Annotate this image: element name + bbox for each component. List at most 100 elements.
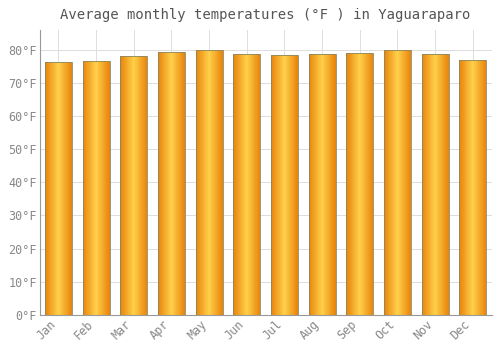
Bar <box>161 52 162 315</box>
Bar <box>316 54 318 315</box>
Bar <box>470 60 471 315</box>
Bar <box>288 55 289 315</box>
Bar <box>90 61 91 315</box>
Bar <box>403 50 404 315</box>
Bar <box>165 52 166 315</box>
Bar <box>327 54 328 315</box>
Bar <box>60 62 61 315</box>
Bar <box>271 55 272 315</box>
Bar <box>484 60 485 315</box>
Bar <box>465 60 466 315</box>
Bar <box>404 50 405 315</box>
Bar <box>391 50 392 315</box>
Bar <box>297 55 298 315</box>
Bar <box>107 61 108 315</box>
Bar <box>466 60 467 315</box>
Bar <box>218 50 219 315</box>
Bar <box>354 52 355 315</box>
Bar <box>474 60 475 315</box>
Bar <box>386 50 387 315</box>
Bar <box>469 60 470 315</box>
Bar <box>158 52 185 315</box>
Bar <box>430 54 431 315</box>
Bar <box>46 62 47 315</box>
Bar <box>201 50 202 315</box>
Bar <box>124 56 125 315</box>
Bar <box>276 55 277 315</box>
Bar <box>86 61 87 315</box>
Bar <box>427 54 428 315</box>
Bar <box>346 52 347 315</box>
Bar <box>49 62 50 315</box>
Bar <box>171 52 172 315</box>
Bar <box>326 54 327 315</box>
Bar <box>477 60 478 315</box>
Bar <box>295 55 296 315</box>
Bar <box>174 52 176 315</box>
Bar <box>105 61 106 315</box>
Bar <box>439 54 440 315</box>
Bar <box>255 54 256 315</box>
Bar <box>250 54 251 315</box>
Bar <box>93 61 94 315</box>
Bar <box>59 62 60 315</box>
Bar <box>141 56 142 315</box>
Bar <box>102 61 103 315</box>
Bar <box>184 52 185 315</box>
Bar <box>429 54 430 315</box>
Bar <box>197 50 198 315</box>
Bar <box>48 62 49 315</box>
Bar <box>173 52 174 315</box>
Bar <box>285 55 286 315</box>
Bar <box>400 50 402 315</box>
Bar <box>66 62 67 315</box>
Bar <box>433 54 434 315</box>
Bar <box>198 50 199 315</box>
Bar <box>369 52 370 315</box>
Bar <box>363 52 364 315</box>
Bar <box>159 52 160 315</box>
Bar <box>393 50 394 315</box>
Bar <box>325 54 326 315</box>
Bar <box>286 55 287 315</box>
Bar <box>392 50 393 315</box>
Bar <box>284 55 285 315</box>
Bar <box>47 62 48 315</box>
Bar <box>373 52 374 315</box>
Bar <box>69 62 70 315</box>
Bar <box>280 55 281 315</box>
Bar <box>236 54 237 315</box>
Bar <box>387 50 388 315</box>
Bar <box>274 55 276 315</box>
Bar <box>282 55 283 315</box>
Bar <box>131 56 132 315</box>
Bar <box>368 52 369 315</box>
Bar <box>126 56 128 315</box>
Bar <box>440 54 441 315</box>
Bar <box>167 52 168 315</box>
Bar <box>182 52 183 315</box>
Bar <box>95 61 96 315</box>
Bar <box>252 54 253 315</box>
Bar <box>142 56 143 315</box>
Bar <box>437 54 438 315</box>
Bar <box>308 54 336 315</box>
Bar <box>428 54 429 315</box>
Bar <box>371 52 372 315</box>
Bar <box>324 54 325 315</box>
Bar <box>436 54 437 315</box>
Bar <box>408 50 409 315</box>
Bar <box>82 61 110 315</box>
Bar <box>179 52 180 315</box>
Bar <box>471 60 472 315</box>
Bar <box>283 55 284 315</box>
Bar <box>94 61 95 315</box>
Bar <box>478 60 479 315</box>
Bar <box>237 54 238 315</box>
Bar <box>62 62 63 315</box>
Bar <box>467 60 468 315</box>
Bar <box>146 56 147 315</box>
Bar <box>140 56 141 315</box>
Bar <box>389 50 390 315</box>
Bar <box>313 54 314 315</box>
